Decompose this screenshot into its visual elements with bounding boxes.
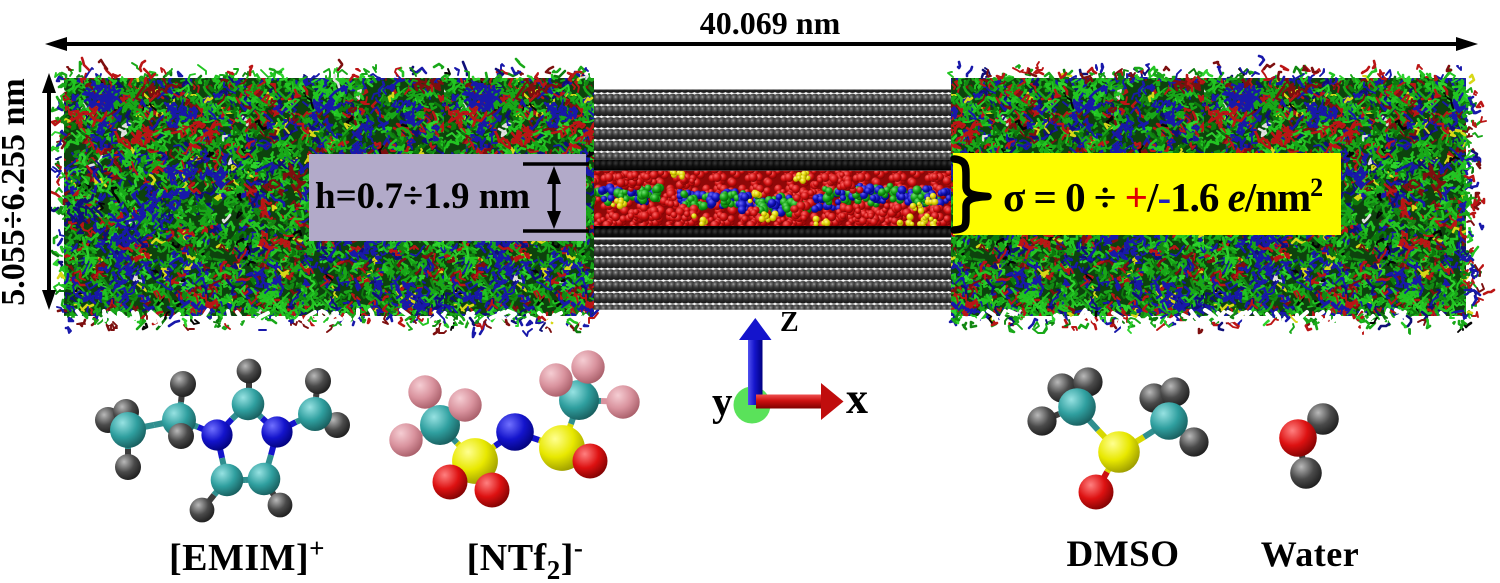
svg-text:5.055÷6.255 nm: 5.055÷6.255 nm bbox=[0, 78, 32, 305]
svg-text:y: y bbox=[712, 378, 733, 424]
svg-text:σ = 0 ÷ +/-1.6 e/nm2: σ = 0 ÷ +/-1.6 e/nm2 bbox=[1003, 173, 1322, 220]
svg-text:[NTf2]-: [NTf2]- bbox=[467, 533, 584, 583]
svg-text:Z: Z bbox=[780, 307, 799, 338]
svg-text:x: x bbox=[846, 374, 868, 423]
svg-text:DMSO: DMSO bbox=[1067, 534, 1180, 575]
svg-text:h=0.7÷1.9 nm: h=0.7÷1.9 nm bbox=[315, 176, 530, 217]
svg-text:Water: Water bbox=[1261, 534, 1359, 574]
svg-text:[EMIM]+: [EMIM]+ bbox=[169, 533, 325, 579]
svg-text:40.069 nm: 40.069 nm bbox=[700, 5, 841, 41]
